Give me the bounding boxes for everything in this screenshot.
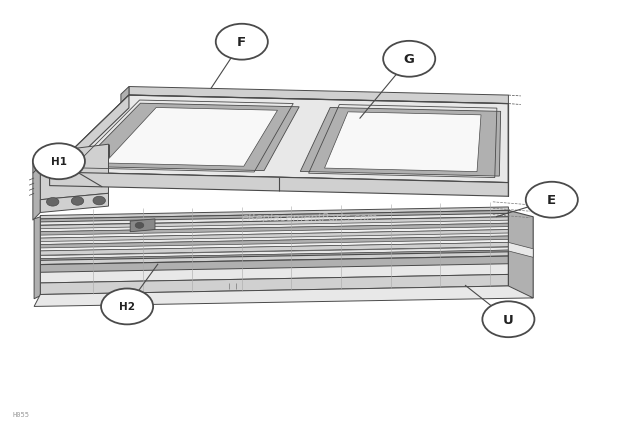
Text: U: U	[503, 313, 514, 326]
Polygon shape	[40, 211, 508, 226]
Text: H055: H055	[12, 412, 29, 417]
Polygon shape	[34, 286, 533, 307]
Polygon shape	[130, 219, 155, 232]
Polygon shape	[40, 221, 508, 232]
Circle shape	[135, 223, 144, 229]
Polygon shape	[300, 108, 501, 177]
Polygon shape	[324, 112, 481, 172]
Polygon shape	[105, 108, 278, 167]
Polygon shape	[129, 87, 508, 104]
Polygon shape	[40, 256, 508, 273]
Circle shape	[383, 42, 435, 78]
Polygon shape	[40, 248, 508, 259]
Polygon shape	[40, 224, 508, 238]
Circle shape	[93, 197, 105, 205]
Polygon shape	[40, 252, 508, 265]
Polygon shape	[40, 230, 508, 244]
Circle shape	[71, 197, 84, 206]
Polygon shape	[40, 227, 508, 239]
Circle shape	[216, 25, 268, 60]
Polygon shape	[40, 275, 508, 295]
Text: F: F	[237, 36, 246, 49]
Polygon shape	[508, 211, 533, 298]
Polygon shape	[121, 87, 129, 104]
Text: E: E	[547, 194, 556, 207]
Polygon shape	[40, 207, 508, 219]
Circle shape	[101, 289, 153, 325]
Polygon shape	[33, 153, 40, 221]
Text: eReplacementParts.com: eReplacementParts.com	[242, 212, 378, 222]
Polygon shape	[40, 240, 508, 251]
Circle shape	[526, 182, 578, 218]
Polygon shape	[40, 243, 508, 256]
Polygon shape	[40, 145, 108, 200]
Polygon shape	[50, 96, 129, 185]
Circle shape	[46, 198, 59, 207]
Text: H2: H2	[119, 302, 135, 312]
Text: G: G	[404, 53, 415, 66]
Circle shape	[33, 144, 85, 180]
Polygon shape	[40, 250, 508, 264]
Polygon shape	[40, 236, 508, 250]
Polygon shape	[34, 217, 40, 299]
Polygon shape	[40, 214, 508, 226]
Polygon shape	[40, 264, 508, 283]
Polygon shape	[508, 243, 533, 258]
Polygon shape	[79, 104, 299, 171]
Polygon shape	[40, 194, 108, 213]
Polygon shape	[40, 233, 508, 245]
Polygon shape	[50, 96, 508, 183]
Circle shape	[482, 302, 534, 337]
Polygon shape	[40, 217, 508, 231]
Polygon shape	[50, 173, 508, 197]
Text: H1: H1	[51, 157, 67, 167]
